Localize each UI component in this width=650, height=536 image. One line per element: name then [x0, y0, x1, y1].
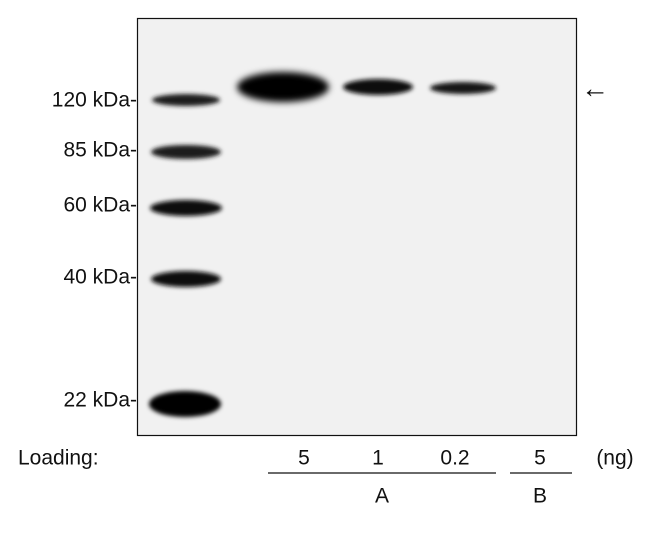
marker-label: 40 kDa- [63, 266, 137, 289]
target-arrow: ← [581, 72, 609, 103]
loading-amount: 1 [372, 447, 384, 470]
marker-band [151, 271, 221, 287]
marker-label: 120 kDa- [52, 89, 137, 112]
loading-amount: 0.2 [440, 447, 469, 470]
loading-amount: 5 [534, 447, 546, 470]
sample-band [237, 72, 329, 102]
sample-band [430, 82, 496, 94]
marker-label: 60 kDa- [63, 194, 137, 217]
loading-label: Loading: [18, 447, 99, 470]
loading-amount: 5 [298, 447, 310, 470]
group-label: A [375, 485, 389, 508]
sample-lanes [237, 72, 496, 102]
marker-label: 22 kDa- [63, 389, 137, 412]
marker-band [152, 94, 220, 106]
group-label: B [533, 485, 547, 508]
marker-band [150, 200, 222, 216]
marker-band [151, 145, 221, 159]
marker-band [149, 391, 221, 417]
loading-unit: (ng) [596, 447, 633, 470]
sample-band [343, 79, 413, 95]
marker-lane [149, 94, 222, 417]
marker-labels: 120 kDa- 85 kDa- 60 kDa- 40 kDa- 22 kDa- [52, 89, 137, 412]
marker-label: 85 kDa- [63, 139, 137, 162]
